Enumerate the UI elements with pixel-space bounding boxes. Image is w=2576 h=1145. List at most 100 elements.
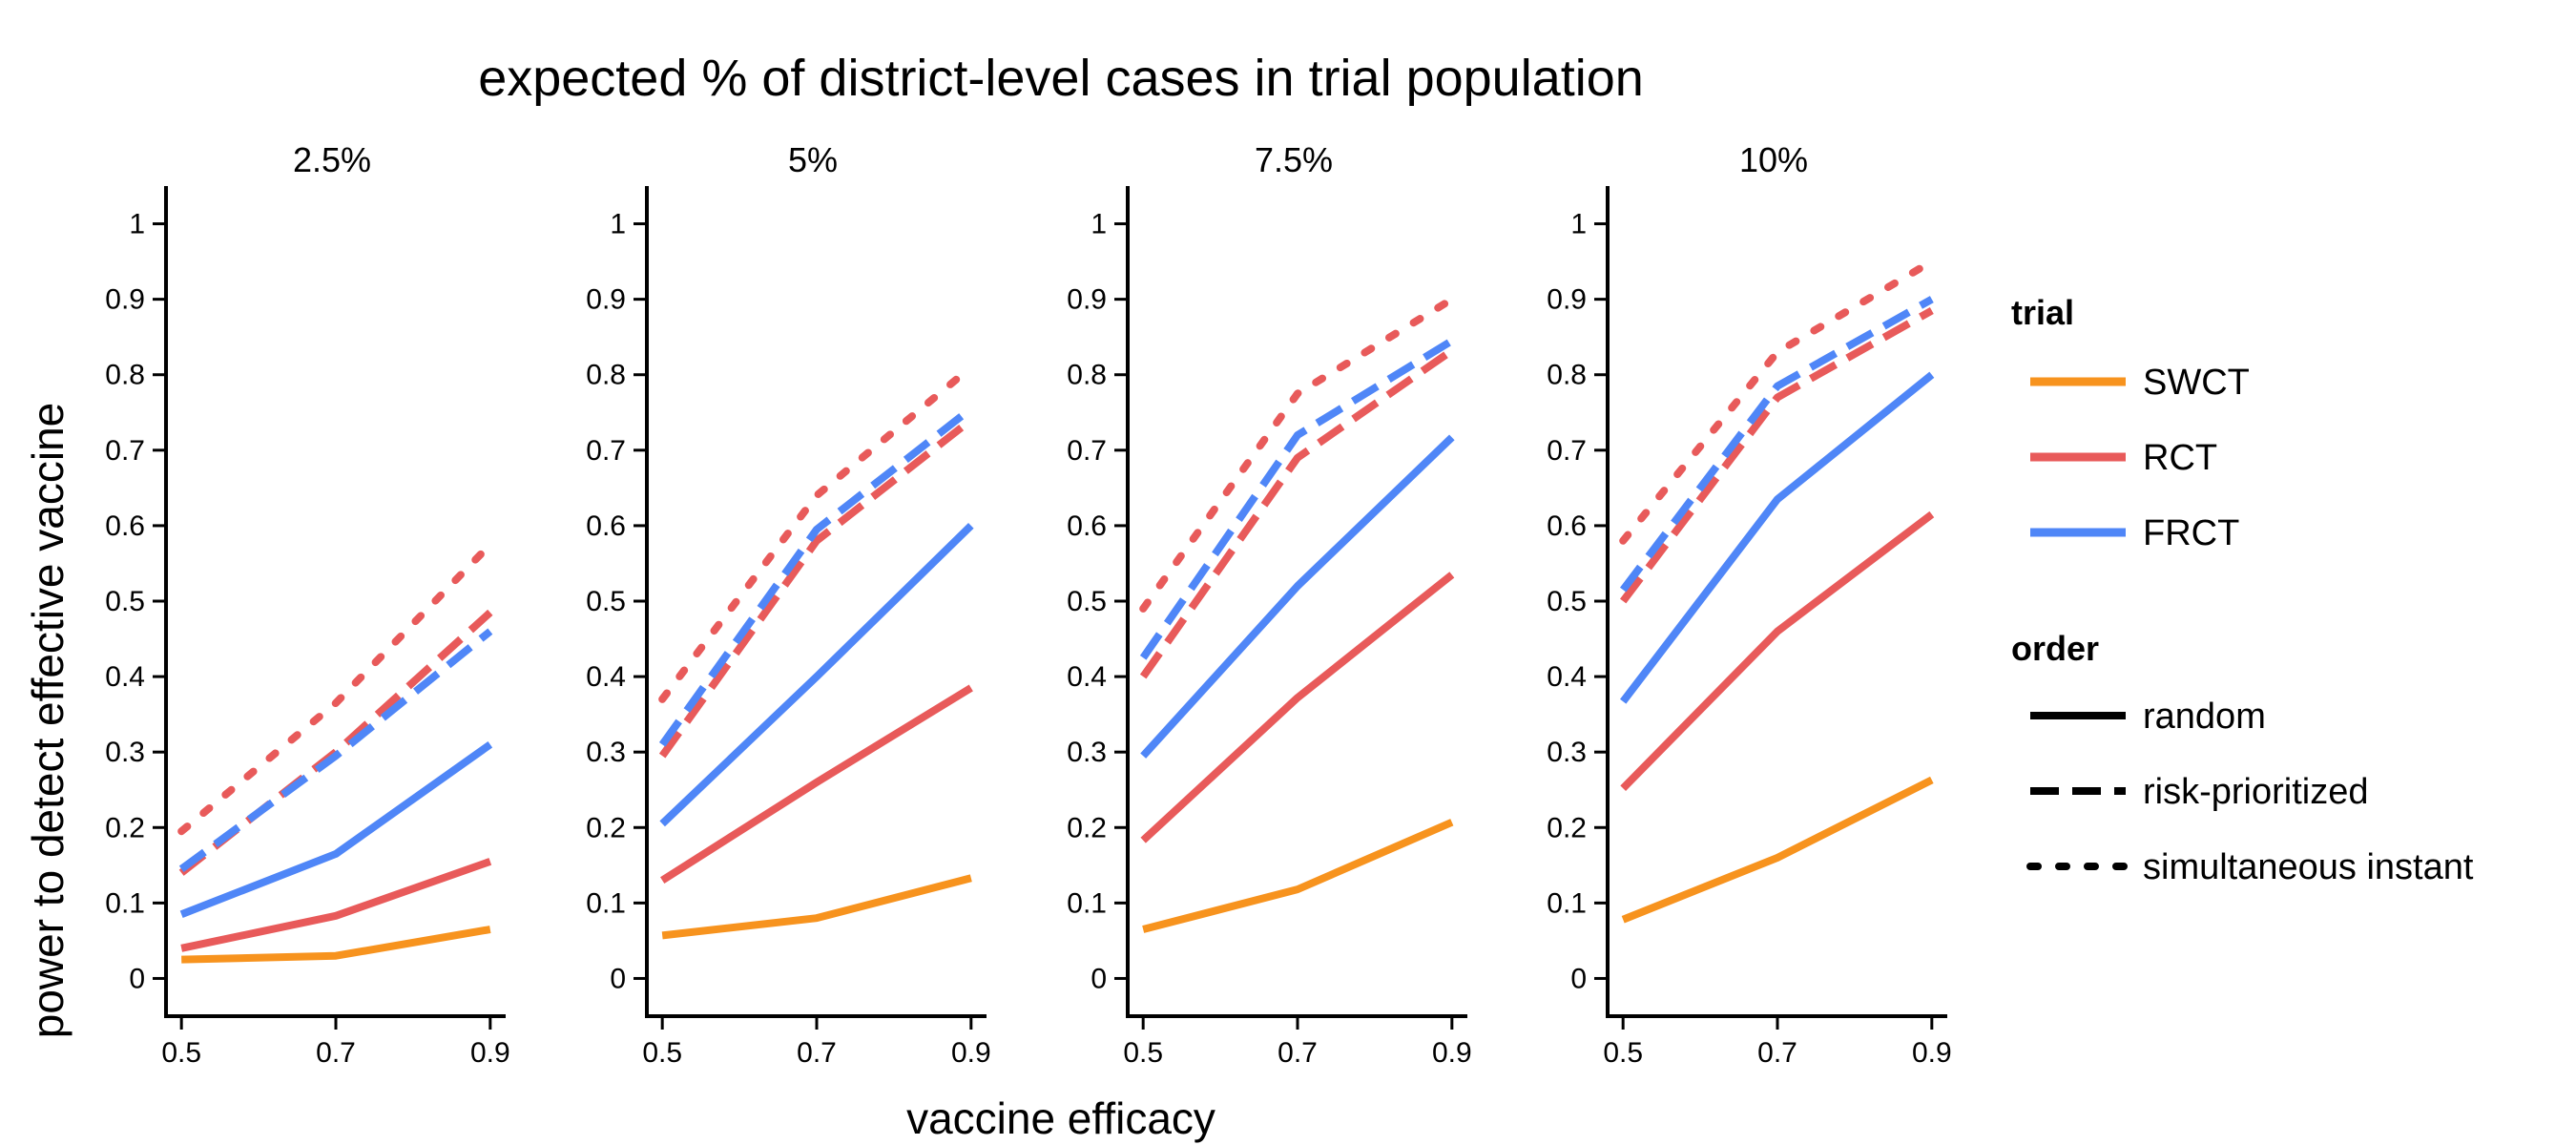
panel-label: 2.5%: [293, 140, 371, 179]
y-tick-label: 0.1: [1547, 887, 1587, 919]
series-line-swct-random: [181, 926, 491, 964]
panel-1: 2.5% 0 0.1 0.2 0.3 0.4 0.5 0.6 0.7 0.8 0.9 1 0.5 0.7 0…: [105, 140, 509, 1069]
y-tick-label: 0.5: [1067, 586, 1107, 617]
legend-item-simultaneous-instant: simultaneous instant: [2143, 847, 2474, 887]
y-tick-label: 0.9: [105, 284, 145, 316]
series-line-frct-risk-prioritized: [178, 628, 493, 872]
facet-panels: 2.5% 0 0.1 0.2 0.3 0.4 0.5 0.6 0.7 0.8 0.9 1 0.5 0.7 0…: [105, 140, 1951, 1069]
x-tick-label: 0.5: [642, 1037, 682, 1069]
panel-2: 5% 0 0.1 0.2 0.3 0.4 0.5 0.6 0.7 0.8 0.9 1 0.5 0.7 0.9: [586, 140, 990, 1069]
series-line-swct-random: [1621, 776, 1934, 924]
series-line-rct-simultaneous-instant: [658, 363, 975, 703]
y-tick-label: 0.6: [586, 510, 626, 542]
y-tick-label: 0.5: [586, 586, 626, 617]
x-tick-label: 0.9: [951, 1037, 991, 1069]
series-line-frct-random: [659, 523, 974, 827]
y-tick-label: 0: [1570, 963, 1587, 994]
x-tick-label: 0.7: [1278, 1037, 1318, 1069]
series-line-rct-risk-prioritized: [658, 417, 974, 759]
panel-label: 7.5%: [1255, 140, 1333, 179]
x-tick-label: 0.7: [316, 1037, 356, 1069]
y-tick-label: 1: [610, 209, 626, 240]
panel-4: 10% 0 0.1 0.2 0.3 0.4 0.5 0.6 0.7 0.8 0.9 1 0.5 0.7 0.…: [1547, 140, 1951, 1069]
series-line-rct-risk-prioritized: [1139, 347, 1455, 679]
y-tick-label: 0.6: [105, 510, 145, 542]
legend-item-frct: FRCT: [2143, 513, 2239, 553]
series-line-frct-random: [179, 741, 493, 918]
legend-item-swct: SWCT: [2143, 363, 2250, 403]
panel-label: 10%: [1739, 140, 1808, 179]
chart-title: expected % of district-level cases in tr…: [478, 50, 1644, 107]
y-tick-label: 1: [129, 209, 145, 240]
series-line-frct-random: [1620, 371, 1935, 704]
x-tick-label: 0.7: [1757, 1037, 1797, 1069]
y-tick-label: 0.3: [1067, 737, 1107, 768]
y-axis-label: power to detect effective vaccine: [23, 403, 73, 1039]
y-tick-label: 0.8: [586, 360, 626, 391]
panel-3: 7.5% 0 0.1 0.2 0.3 0.4 0.5 0.6 0.7 0.8 0.9 1 0.5 0.7 0…: [1067, 140, 1471, 1069]
y-tick-label: 0.3: [586, 737, 626, 768]
y-tick-label: 0.1: [105, 887, 145, 919]
x-tick-label: 0.7: [797, 1037, 837, 1069]
series-line-rct-simultaneous-instant: [177, 540, 494, 836]
series-line-rct-random: [180, 858, 492, 952]
x-tick-label: 0.9: [1912, 1037, 1952, 1069]
series-line-frct-risk-prioritized: [658, 406, 974, 747]
series-line-rct-random: [1140, 572, 1455, 843]
legend-item-rct: RCT: [2143, 438, 2217, 478]
y-tick-label: 0.2: [586, 812, 626, 843]
y-tick-label: 0.3: [1547, 737, 1587, 768]
y-tick-label: 0.6: [1067, 510, 1107, 542]
y-tick-label: 0.5: [105, 586, 145, 617]
y-tick-label: 1: [1570, 209, 1587, 240]
x-tick-label: 0.5: [161, 1037, 201, 1069]
legend-trial-title: trial: [2011, 293, 2074, 332]
series-line-swct-random: [661, 874, 972, 940]
legend-item-random: random: [2143, 697, 2266, 737]
series-line-frct-risk-prioritized: [1139, 337, 1454, 660]
legend-order-title: order: [2011, 629, 2099, 668]
series-line-rct-random: [660, 684, 973, 885]
y-tick-label: 0.2: [105, 812, 145, 843]
y-tick-label: 0.1: [1067, 887, 1107, 919]
y-tick-label: 1: [1091, 209, 1107, 240]
y-tick-label: 0.8: [1547, 360, 1587, 391]
y-tick-label: 0.2: [1547, 812, 1587, 843]
y-tick-label: 0.7: [586, 435, 626, 467]
y-tick-label: 0: [610, 963, 626, 994]
y-tick-label: 0.8: [1067, 360, 1107, 391]
y-tick-label: 0: [129, 963, 145, 994]
y-tick-label: 0.5: [1547, 586, 1587, 617]
x-tick-label: 0.5: [1603, 1037, 1643, 1069]
y-tick-label: 0.4: [105, 661, 145, 693]
series-line-frct-risk-prioritized: [1619, 296, 1934, 593]
y-tick-label: 0: [1091, 963, 1107, 994]
series-line-frct-random: [1140, 434, 1455, 759]
y-tick-label: 0.4: [1067, 661, 1107, 693]
y-tick-label: 0.9: [1547, 284, 1587, 316]
y-tick-label: 0.3: [105, 737, 145, 768]
x-axis-label: vaccine efficacy: [906, 1093, 1215, 1143]
y-tick-label: 0.2: [1067, 812, 1107, 843]
x-tick-label: 0.9: [470, 1037, 510, 1069]
y-tick-label: 0.7: [1067, 435, 1107, 467]
legend: trial order SWCT RCT FRCT random risk-priori…: [2011, 293, 2474, 887]
y-tick-label: 0.7: [105, 435, 145, 467]
y-tick-label: 0.6: [1547, 510, 1587, 542]
series-line-rct-random: [1620, 510, 1935, 791]
series-line-rct-simultaneous-instant: [1139, 295, 1456, 613]
x-tick-label: 0.9: [1432, 1037, 1472, 1069]
series-line-swct-random: [1142, 819, 1454, 933]
x-tick-label: 0.5: [1123, 1037, 1163, 1069]
series-line-rct-risk-prioritized: [1619, 307, 1934, 604]
panel-label: 5%: [788, 140, 838, 179]
y-tick-label: 0.8: [105, 360, 145, 391]
y-tick-label: 0.4: [1547, 661, 1587, 693]
y-tick-label: 0.4: [586, 661, 626, 693]
y-tick-label: 0.1: [586, 887, 626, 919]
y-tick-label: 0.7: [1547, 435, 1587, 467]
legend-item-risk-prioritized: risk-prioritized: [2143, 772, 2368, 812]
y-tick-label: 0.9: [586, 284, 626, 316]
y-tick-label: 0.9: [1067, 284, 1107, 316]
